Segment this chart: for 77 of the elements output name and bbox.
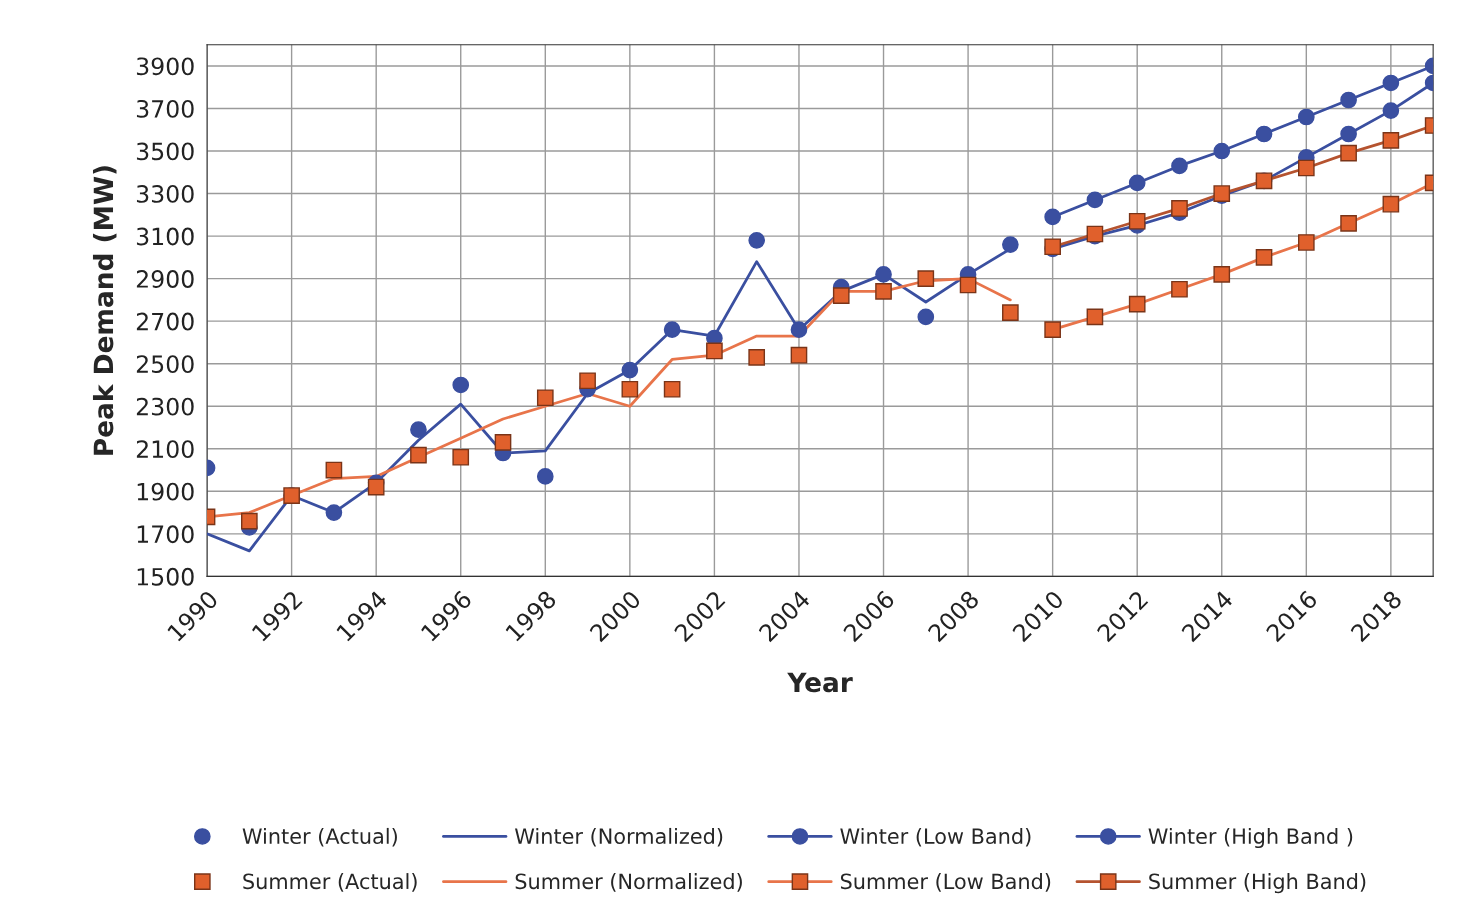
point (1044, 321, 1061, 339)
legend-label: Summer (Actual) (243, 873, 417, 892)
point (1213, 142, 1231, 160)
y-tick-label: 3700 (136, 99, 194, 118)
legend-label: Winter (Low Band) (840, 827, 1031, 847)
point (790, 321, 808, 339)
point (1002, 304, 1019, 321)
point (663, 380, 681, 398)
point (325, 461, 343, 479)
point (959, 276, 977, 294)
point (494, 434, 512, 451)
point (1382, 195, 1400, 213)
point (1128, 212, 1146, 230)
point (1297, 234, 1315, 251)
point (452, 448, 470, 466)
y-tick-label: 3300 (136, 185, 194, 203)
legend-label: Winter (Normalized) (514, 827, 723, 847)
legend-label: Summer (Normalized) (515, 873, 742, 892)
point (790, 346, 808, 364)
point (1297, 159, 1315, 177)
point (1044, 208, 1061, 226)
legend-label: Winter (Actual) (242, 827, 397, 847)
y-tick-label: 1500 (137, 567, 194, 586)
point (452, 376, 470, 394)
point (748, 232, 766, 249)
point (917, 308, 935, 326)
point (1213, 266, 1231, 283)
point (917, 270, 935, 287)
point (621, 361, 639, 379)
point (1340, 125, 1357, 143)
y-tick-label: 2500 (136, 355, 194, 374)
point (1255, 249, 1273, 266)
x-axis-title: Year (787, 672, 853, 693)
y-tick-label: 2100 (136, 440, 194, 459)
point (875, 283, 892, 300)
point (706, 342, 723, 360)
y-tick-label: 3500 (136, 142, 194, 161)
point (875, 266, 892, 283)
point (1171, 200, 1188, 217)
point (1340, 91, 1357, 109)
point (663, 321, 681, 339)
point (1128, 174, 1146, 192)
point (1002, 236, 1019, 253)
point (410, 446, 427, 464)
y-tick-label: 1900 (137, 482, 194, 501)
legend-label: Summer (High Band) (1149, 873, 1366, 894)
point (536, 468, 554, 485)
y-tick-label: 2900 (136, 270, 194, 288)
point (1086, 308, 1104, 326)
point (1255, 125, 1273, 143)
point (367, 478, 385, 496)
point (1171, 280, 1188, 298)
point (1128, 295, 1146, 313)
point (1297, 108, 1315, 126)
y-tick-label: 2300 (136, 397, 194, 416)
point (1340, 144, 1357, 162)
point (1086, 191, 1104, 209)
point (1382, 132, 1400, 149)
point (536, 389, 554, 407)
y-axis-title: Peak Demand (MW) (92, 166, 117, 455)
point (1340, 215, 1357, 232)
point (621, 380, 639, 398)
point (832, 287, 850, 304)
y-tick-label: 3900 (136, 57, 194, 76)
point (579, 372, 596, 390)
legend-label: Winter (High Band ) (1148, 827, 1353, 849)
legend-label: Summer (Low Band) (840, 873, 1051, 892)
y-tick-label: 1700 (137, 525, 194, 544)
y-tick-label: 3100 (136, 227, 194, 246)
point (1382, 74, 1400, 92)
point (1382, 102, 1400, 119)
point (241, 512, 258, 530)
point (325, 504, 343, 521)
point (748, 348, 766, 366)
point (1171, 157, 1188, 175)
y-tick-label: 2700 (136, 312, 194, 331)
point (410, 421, 427, 438)
